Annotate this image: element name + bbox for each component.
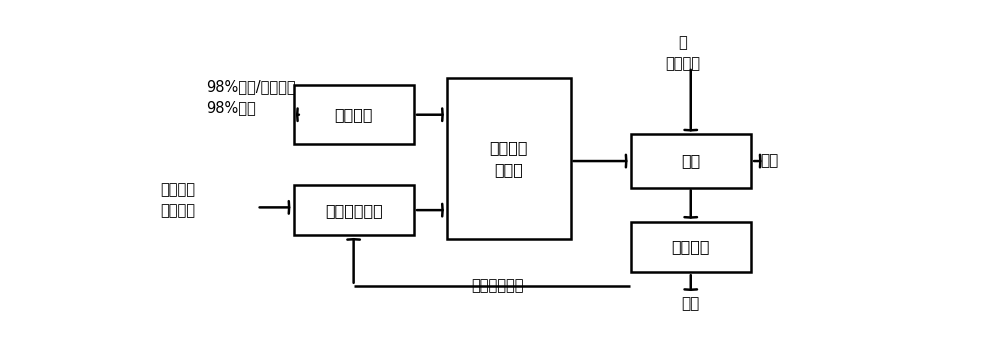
Bar xyxy=(631,135,751,188)
Text: 混酸配置: 混酸配置 xyxy=(334,107,373,122)
Bar xyxy=(294,85,414,144)
Text: 连续硝化
反应釜: 连续硝化 反应釜 xyxy=(489,140,528,177)
Text: 98%硫酸/发烟硫酸
98%硝酸: 98%硫酸/发烟硫酸 98%硝酸 xyxy=(206,79,296,115)
Bar xyxy=(294,185,414,235)
Text: 邻氯苯腈
有机溶剂: 邻氯苯腈 有机溶剂 xyxy=(160,183,195,218)
Text: 水
二次溶剂: 水 二次溶剂 xyxy=(666,35,700,72)
Bar xyxy=(447,78,571,239)
Text: 苯腈溶液配制: 苯腈溶液配制 xyxy=(325,202,382,218)
Text: 分相: 分相 xyxy=(681,154,700,169)
Text: 废酸: 废酸 xyxy=(761,154,779,169)
Text: 溶剂回收: 溶剂回收 xyxy=(672,239,710,255)
Text: 有机溶剂回收: 有机溶剂回收 xyxy=(471,278,523,293)
Bar xyxy=(631,222,751,272)
Text: 产品: 产品 xyxy=(682,296,700,311)
